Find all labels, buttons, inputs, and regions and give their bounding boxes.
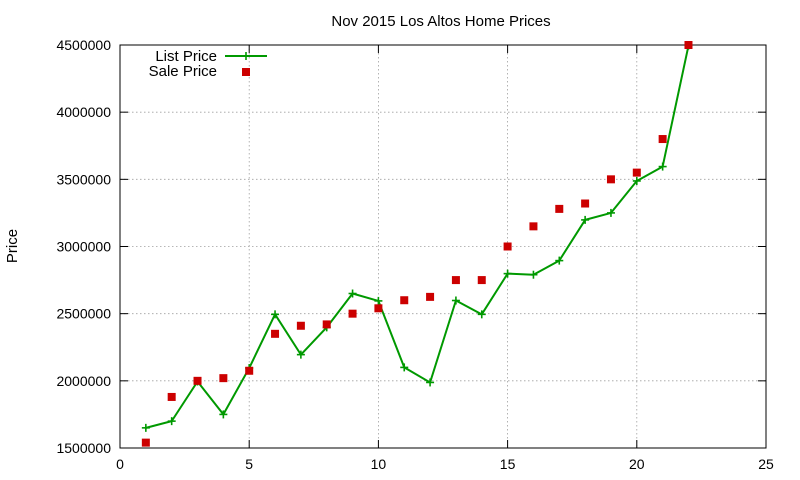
list-price-point	[606, 208, 615, 217]
sale-price-point	[581, 199, 590, 208]
sale-price-point	[606, 175, 615, 184]
list-price-point	[374, 296, 383, 305]
legend-marker-list-price	[242, 52, 250, 60]
sale-price-point	[555, 204, 564, 213]
sale-price-point	[684, 41, 693, 49]
series-list-price	[141, 41, 693, 432]
axis-ticks: 1500000 2000000 2500000 3000000 3500000 40000…	[56, 37, 774, 472]
x-tick-label: 15	[500, 456, 516, 472]
sale-price-point	[632, 168, 641, 177]
y-tick-label: 2500000	[56, 306, 111, 322]
list-price-point	[658, 162, 667, 171]
y-tick-label: 4500000	[56, 37, 111, 53]
x-tick-label: 25	[758, 456, 774, 472]
list-price-point	[141, 423, 150, 432]
list-price-point	[555, 256, 564, 265]
legend-swatch-sale-price	[242, 68, 250, 76]
sale-price-point	[141, 438, 150, 447]
list-price-point	[477, 310, 486, 319]
data-series	[141, 41, 693, 447]
list-price-line	[145, 45, 690, 429]
x-tick-label: 5	[245, 456, 253, 472]
x-tick-label: 20	[629, 456, 645, 472]
list-price-point	[348, 289, 357, 298]
sale-price-point	[193, 376, 202, 385]
sale-price-point	[322, 320, 331, 329]
y-tick-label: 4000000	[56, 104, 111, 120]
sale-price-point	[296, 321, 305, 330]
list-price-point	[296, 350, 305, 359]
sale-price-point	[245, 366, 254, 375]
list-price-point	[271, 310, 280, 319]
sale-price-point	[451, 276, 460, 285]
x-tick-label: 0	[116, 456, 124, 472]
y-tick-label: 3500000	[56, 171, 111, 187]
legend-label-list-price: List Price	[155, 48, 217, 65]
sale-price-point	[529, 222, 538, 231]
y-tick-label: 3000000	[56, 239, 111, 255]
list-price-point	[426, 378, 435, 387]
list-price-point	[167, 417, 176, 426]
legend-label-sale-price: Sale Price	[149, 63, 217, 80]
list-price-point	[451, 296, 460, 305]
chart-title: Nov 2015 Los Altos Home Prices	[331, 13, 550, 30]
y-axis-title: Price	[4, 229, 21, 263]
y-tick-label: 2000000	[56, 373, 111, 389]
sale-price-point	[167, 392, 176, 401]
x-tick-label: 10	[371, 456, 387, 472]
sale-price-point	[348, 309, 357, 318]
sale-price-point	[400, 296, 409, 305]
list-price-point	[581, 215, 590, 224]
sale-price-point	[658, 135, 667, 144]
sale-price-point	[219, 374, 228, 383]
series-sale-price	[141, 41, 693, 447]
list-price-point	[503, 269, 512, 278]
sale-price-point	[477, 276, 486, 285]
sale-price-point	[503, 242, 512, 251]
list-price-point	[529, 270, 538, 279]
list-price-point	[400, 363, 409, 372]
y-tick-label: 1500000	[56, 440, 111, 456]
sale-price-point	[271, 329, 280, 338]
sale-price-point	[426, 292, 435, 301]
sale-price-point	[374, 304, 383, 313]
grid-lines	[120, 45, 766, 448]
list-price-point	[632, 176, 641, 185]
list-price-point	[219, 410, 228, 419]
